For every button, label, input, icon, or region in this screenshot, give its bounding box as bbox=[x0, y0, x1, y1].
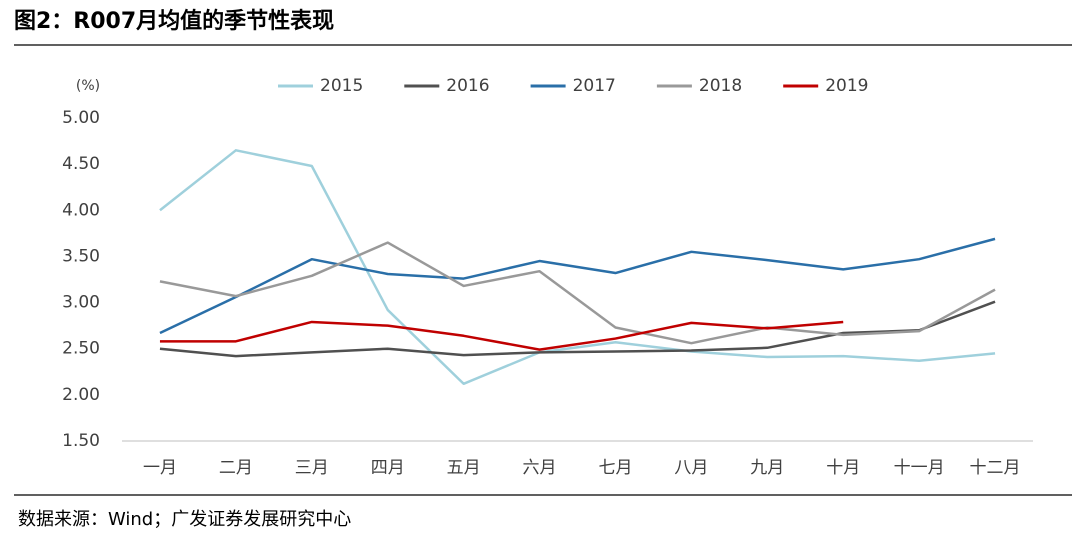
series-line bbox=[159, 149, 996, 386]
x-tick-label: 十一月 bbox=[894, 458, 945, 478]
y-axis-label: (%) bbox=[76, 78, 100, 94]
y-tick-label: 4.50 bbox=[62, 154, 100, 174]
x-tick-label: 四月 bbox=[371, 458, 405, 478]
chart-title: 图2：R007月均值的季节性表现 bbox=[14, 8, 334, 34]
legend-label: 2018 bbox=[699, 76, 742, 96]
legend-label: 2016 bbox=[446, 76, 489, 96]
legend-label: 2017 bbox=[573, 76, 616, 96]
x-tick-label: 五月 bbox=[447, 458, 481, 478]
x-tick-label: 九月 bbox=[750, 458, 784, 478]
y-tick-label: 2.50 bbox=[62, 339, 100, 359]
y-tick-label: 5.00 bbox=[62, 108, 100, 128]
x-tick-label: 十二月 bbox=[970, 458, 1021, 478]
legend-label: 2015 bbox=[320, 76, 363, 96]
x-tick-label: 一月 bbox=[143, 458, 177, 478]
x-tick-label: 十月 bbox=[826, 458, 860, 478]
y-tick-label: 1.50 bbox=[62, 431, 100, 451]
y-tick-label: 2.00 bbox=[62, 385, 100, 405]
series-line bbox=[159, 237, 996, 335]
y-tick-label: 4.00 bbox=[62, 200, 100, 220]
x-tick-label: 七月 bbox=[598, 458, 632, 478]
x-tick-label: 六月 bbox=[523, 458, 557, 478]
x-tick-label: 二月 bbox=[219, 458, 253, 478]
legend-label: 2019 bbox=[825, 76, 868, 96]
source: 数据来源：Wind；广发证券发展研究中心 bbox=[18, 509, 351, 530]
series-line bbox=[159, 241, 996, 345]
y-tick-label: 3.00 bbox=[62, 293, 100, 313]
x-tick-label: 八月 bbox=[674, 458, 708, 478]
series-line bbox=[159, 300, 996, 358]
series-line bbox=[159, 320, 844, 351]
y-tick-label: 3.50 bbox=[62, 246, 100, 266]
x-tick-label: 三月 bbox=[295, 458, 329, 478]
